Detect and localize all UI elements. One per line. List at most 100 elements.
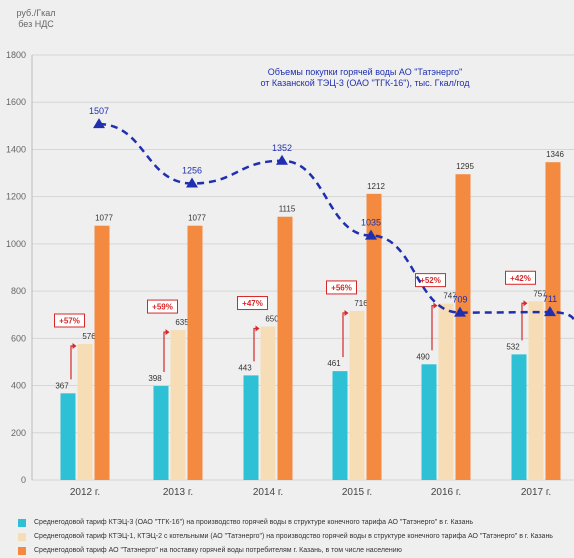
legend-item-tatenergo: Среднегодовой тариф АО "Татэнерго" на по… [18, 544, 574, 558]
line-marker-3 [276, 154, 288, 165]
line-marker-2 [186, 177, 198, 188]
increase-arrow-head-6 [523, 300, 528, 307]
legend-label-ktec1-ktec2: Среднегодовой тариф КТЭЦ-1, КТЭЦ-2 с кот… [34, 533, 553, 540]
line-value-label-3: 1352 [272, 143, 292, 153]
increase-arrow-1 [70, 345, 76, 380]
line-value-label-4: 1035 [361, 218, 381, 228]
percent-box-3 [237, 296, 268, 311]
bar-1-5 [421, 364, 437, 480]
line-marker-5 [454, 306, 466, 317]
percent-box-1 [54, 313, 85, 328]
legend-swatch-tatenergo [18, 547, 26, 555]
percent-label-5: +52% [420, 276, 441, 285]
bar-3-5 [455, 174, 471, 480]
data-label-2-6: 757 [533, 289, 547, 298]
bar-1-6 [511, 354, 527, 480]
data-label-3-2: 1077 [188, 214, 206, 223]
bar-1-4 [332, 371, 348, 480]
bar-3-6 [545, 162, 561, 480]
data-label-1-3: 443 [238, 363, 252, 372]
bar-2-4 [349, 310, 365, 480]
legend-item-ktec3: Среднегодовой тариф КТЭЦ-3 (ОАО "ТГК-16"… [18, 516, 574, 530]
line-value-label-6: 711 [543, 294, 557, 304]
bar-2-3 [260, 326, 276, 480]
legend-label-ktec3: Среднегодовой тариф КТЭЦ-3 (ОАО "ТГК-16"… [34, 519, 473, 526]
x-category-label-3: 2014 г. [253, 487, 283, 498]
increase-arrow-head-3 [255, 325, 260, 332]
bar-2-1 [77, 344, 93, 480]
x-category-label-4: 2015 г. [342, 487, 372, 498]
percent-label-1: +57% [59, 317, 80, 326]
bar-3-1 [94, 225, 110, 480]
tariff-bar-chart: 0 200 400 600 800 1000 1200 1400 1600 1800 367 576 1… [6, 50, 574, 498]
percent-label-6: +42% [510, 274, 531, 283]
data-label-2-2: 635 [175, 318, 189, 327]
bar-2-5 [438, 303, 454, 480]
line-value-label-5: 709 [452, 295, 467, 305]
line-marker-4 [365, 229, 377, 240]
data-label-1-1: 367 [55, 381, 69, 390]
bar-3-3 [277, 216, 293, 480]
legend-item-ktec1-ktec2: Среднегодовой тариф КТЭЦ-1, КТЭЦ-2 с кот… [18, 530, 574, 544]
increase-arrow-3 [253, 327, 259, 362]
y-tick-label-1400: 1400 [6, 144, 26, 154]
bar-1-2 [153, 386, 169, 480]
data-label-2-3: 650 [265, 315, 279, 324]
increase-arrow-head-2 [165, 329, 170, 336]
increase-arrow-head-5 [433, 302, 438, 309]
data-label-2-4: 716 [354, 299, 368, 308]
data-label-1-4: 461 [327, 359, 341, 368]
percent-label-3: +47% [242, 299, 263, 308]
percent-box-4 [326, 280, 357, 295]
bar-2-6 [528, 301, 544, 480]
line-series-title-2: от Казанской ТЭЦ-3 (ОАО "ТГК-16"), тыс. … [261, 78, 471, 88]
y-tick-label-0: 0 [21, 475, 26, 485]
increase-arrow-4 [342, 312, 348, 358]
percent-box-6 [505, 270, 536, 285]
percent-label-4: +56% [331, 283, 352, 292]
percent-box-2 [147, 299, 178, 314]
legend-swatch-ktec3 [18, 519, 26, 527]
bar-1-3 [243, 375, 259, 480]
bar-2-2 [170, 330, 186, 480]
bar-3-4 [366, 193, 382, 481]
line-series-title-1: Объемы покупки горячей воды АО "Татэнерг… [268, 67, 463, 77]
legend-label-tatenergo: Среднегодовой тариф АО "Татэнерго" на по… [34, 547, 402, 554]
y-tick-label-1800: 1800 [6, 50, 26, 60]
y-tick-label-800: 800 [11, 286, 26, 296]
data-label-3-5: 1295 [456, 162, 474, 171]
y-tick-label-200: 200 [11, 428, 26, 438]
line-value-label-2: 1256 [182, 165, 202, 175]
y-axis-unit-line-2: без НДС [18, 19, 54, 29]
y-tick-label-1200: 1200 [6, 192, 26, 202]
y-axis-unit-line-1: руб./Гкал [16, 8, 56, 18]
purchase-volume-line [98, 122, 574, 323]
data-label-1-5: 490 [416, 352, 430, 361]
y-tick-label-1600: 1600 [6, 97, 26, 107]
x-category-label-1: 2012 г. [70, 487, 100, 498]
bar-3-2 [187, 225, 203, 480]
line-marker-6 [544, 306, 556, 317]
percent-box-5 [415, 273, 446, 288]
data-label-3-1: 1077 [95, 214, 113, 223]
data-label-1-2: 398 [148, 374, 162, 383]
y-axis-unit-label: руб./Гкал без НДС [6, 8, 66, 30]
x-category-label-5: 2016 г. [431, 487, 461, 498]
data-label-2-5: 747 [443, 292, 457, 301]
data-label-2-1: 576 [82, 332, 96, 341]
increase-arrow-head-1 [72, 343, 77, 349]
legend-swatch-ktec1-ktec2 [18, 533, 26, 541]
y-tick-label-400: 400 [11, 381, 26, 391]
line-marker-1 [93, 118, 105, 129]
bar-1-1 [60, 393, 76, 480]
percent-label-2: +59% [152, 303, 173, 312]
y-tick-label-1000: 1000 [6, 239, 26, 249]
increase-arrow-6 [521, 302, 527, 341]
data-label-3-4: 1212 [367, 182, 385, 191]
increase-arrow-5 [431, 305, 437, 351]
line-value-label-1: 1507 [89, 106, 109, 116]
data-label-3-3: 1115 [279, 205, 296, 214]
data-label-3-6: 1346 [546, 150, 564, 159]
increase-arrow-head-4 [344, 309, 349, 316]
